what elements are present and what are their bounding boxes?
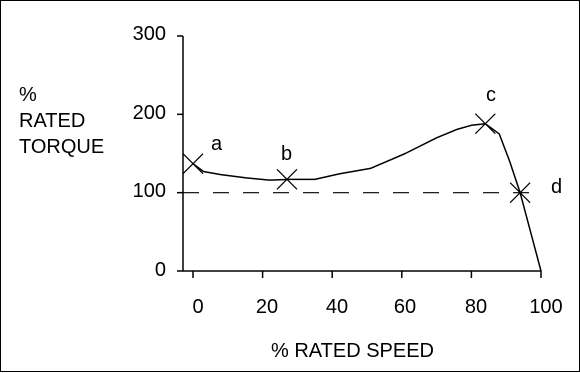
point-label-b: b [281, 143, 293, 165]
y-tick-label-300: 300 [132, 23, 166, 45]
point-label-d: d [551, 176, 563, 198]
y-axis-label-line-3: TORQUE [19, 136, 105, 158]
point-label-c: c [486, 84, 496, 106]
point-marker-d [509, 182, 531, 204]
y-tick-label-0: 0 [154, 259, 166, 281]
x-axis-label: % RATED SPEED [271, 340, 434, 362]
y-tick-label-100: 100 [132, 180, 166, 202]
y-axis-label-line-1: % [19, 84, 37, 106]
y-axis-label-line-2: RATED [19, 110, 86, 132]
point-marker-c [474, 113, 496, 135]
x-tick-label-0: 0 [192, 296, 204, 318]
point-label-a: a [211, 133, 223, 155]
x-tick-label-20: 20 [255, 296, 279, 318]
y-tick-label-200: 200 [132, 102, 166, 124]
point-marker-b [276, 168, 298, 190]
x-tick-label-40: 40 [325, 296, 349, 318]
x-tick-label-60: 60 [393, 296, 417, 318]
torque-speed-curve [192, 122, 542, 272]
x-tick-label-100: 100 [529, 296, 563, 318]
point-marker-a [182, 153, 204, 175]
x-tick-label-80: 80 [464, 296, 488, 318]
